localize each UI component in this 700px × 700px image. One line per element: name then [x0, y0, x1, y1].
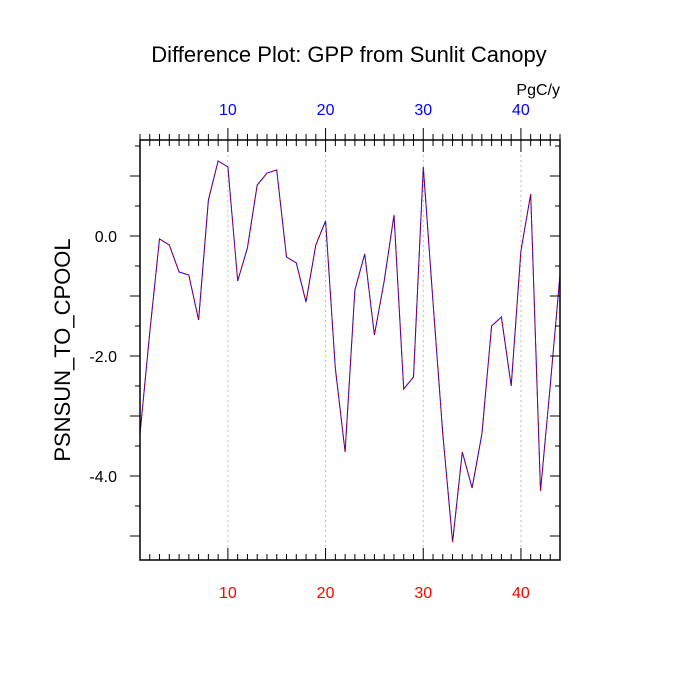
x-tick-label-bottom: 10: [219, 585, 237, 602]
y-tick-label: -4.0: [89, 469, 117, 486]
x-tick-label-bottom: 20: [317, 585, 335, 602]
grid-lines: [227, 140, 522, 560]
x-tick-label-top: 40: [512, 102, 530, 119]
chart-title: Difference Plot: GPP from Sunlit Canopy: [151, 42, 546, 67]
axes: 10 20 30 40 10 20 30 40 0.0 -2.0 -4.0: [89, 102, 561, 602]
x-tick-label-bottom: 40: [512, 585, 530, 602]
y-tick-label: 0.0: [95, 229, 117, 246]
y-axis-label: PSNSUN_TO_CPOOL: [50, 238, 75, 461]
plot-frame: [139, 139, 561, 561]
series-layer: [139, 160, 561, 543]
unit-label: PgC/y: [516, 82, 560, 99]
series-line-overlay: [139, 160, 561, 543]
x-tick-label-bottom: 30: [414, 585, 432, 602]
x-tick-label-top: 20: [317, 102, 335, 119]
x-tick-label-top: 10: [219, 102, 237, 119]
series-line-primary: [139, 160, 561, 543]
y-tick-label: -2.0: [89, 349, 117, 366]
x-tick-label-top: 30: [414, 102, 432, 119]
